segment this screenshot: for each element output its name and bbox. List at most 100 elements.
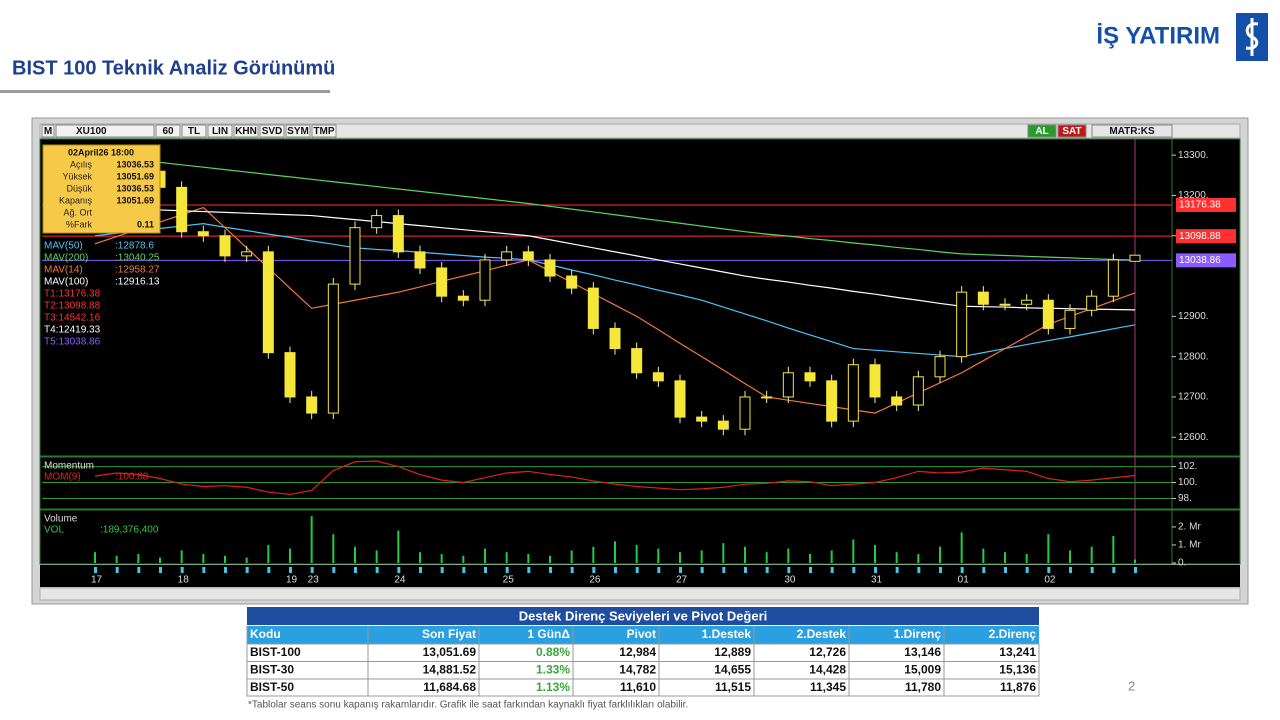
toolbar-button[interactable] [1057,124,1087,138]
info-value: 13036.53 [116,159,154,169]
candle-body [522,251,534,261]
candle-body [176,186,188,233]
volume-bar [700,550,703,563]
toolbar-label[interactable]: XU100 [76,126,107,137]
candle-body [999,303,1011,306]
table-cell: 14,428 [809,663,846,677]
x-tick-label: 19 [286,575,298,586]
toolbar-button[interactable] [1027,124,1057,138]
toolbar-button[interactable] [233,124,259,138]
x-tick-label: 27 [676,575,688,586]
volume-bar [852,539,855,563]
time-dot [484,567,487,573]
time-axis [40,565,1240,587]
volume-bar [115,555,118,563]
candle-body [436,267,448,297]
toolbar-button[interactable] [311,124,337,138]
legend-value: :13040.25 [115,253,160,264]
candle-body [219,235,231,257]
volume-bar [462,555,465,563]
time-dot [137,567,141,573]
candle-body [761,396,773,399]
volume-bar [592,546,595,563]
toolbar-label[interactable]: 60 [162,126,174,137]
info-label: Kapanış [59,195,93,205]
toolbar-button[interactable] [41,124,55,138]
time-dot [982,567,986,573]
toolbar-label[interactable]: SAT [1062,126,1081,137]
legend-value: :12916.13 [115,277,160,288]
toolbar-button[interactable] [285,124,311,138]
table-cell: 14,881.52 [423,663,477,677]
y-tick-label: 2. Mr [1178,522,1201,533]
toolbar-label[interactable]: MATR:KS [1109,126,1155,137]
volume-bar [895,552,898,563]
level-box [1176,197,1236,212]
time-dot [419,567,422,573]
volume-bar [657,548,660,563]
toolbar-label[interactable]: SVD [262,126,283,137]
table-cell: 15,136 [999,663,1036,677]
info-label: Düşük [66,183,92,193]
legend-name: MAV(200) [44,253,88,264]
table-header-bg [247,626,1039,644]
toolbar-label[interactable]: KHN [235,126,257,137]
toolbar-button[interactable] [181,124,207,138]
toolbar-button[interactable] [155,124,181,138]
slide-title: BIST 100 Teknik Analiz Görünümü [12,57,335,79]
toolbar-button[interactable] [207,124,233,138]
candle-body [262,251,274,354]
table-cell: 1.33% [536,663,570,677]
time-dot [549,567,552,573]
y-tick-label: 12900. [1178,311,1209,322]
toolbar-button[interactable] [55,124,155,138]
volume-bar [419,552,421,563]
table-header: Kodu [250,627,281,641]
candle-body [349,227,361,285]
table-cell: BIST-100 [250,645,301,659]
time-dot [1004,567,1007,573]
time-dot [614,567,617,573]
time-dot [375,567,379,573]
scrollbar[interactable] [39,587,1241,601]
candle-body [891,396,903,406]
volume-bar [289,548,291,563]
candle-body [284,352,296,398]
level-box [1176,253,1236,268]
candle-body [327,283,339,414]
candle-body [306,396,318,414]
volume-bar [1025,553,1028,563]
volume-bar [570,550,573,563]
y-tick-label: 1. Mr [1178,540,1201,551]
toolbar-label[interactable]: LIN [212,126,228,137]
time-dot [874,567,877,573]
volume-bar [874,544,876,563]
table-cell: 11,684.68 [423,680,476,694]
x-tick-label: 18 [178,575,190,586]
toolbar-button[interactable] [1091,124,1173,138]
candle-body [566,275,578,289]
toolbar-button[interactable] [259,124,285,138]
time-dot [505,567,509,573]
table-cell: 11,345 [810,680,846,694]
candle-body [1129,254,1141,262]
page-number: 2 [1128,678,1135,693]
volume-bar [484,548,486,563]
x-tick-label: 31 [871,575,883,586]
table-header: 1 GünΔ [527,627,570,641]
toolbar-label[interactable]: TL [188,126,200,137]
toolbar-label[interactable]: SYM [287,126,309,137]
candle-body [782,372,794,398]
table-cell: BIST-30 [250,663,294,677]
volume-bar [635,544,638,563]
volume-bar [310,516,313,563]
toolbar-label[interactable]: AL [1035,126,1048,137]
candle-body [631,348,643,374]
time-dot [679,567,682,573]
toolbar-label[interactable]: M [44,126,52,137]
time-dot [440,567,444,573]
legend-name: MAV(50) [44,241,83,252]
toolbar-label[interactable]: TMP [313,126,334,137]
volume-bar [982,548,985,563]
time-dot [787,567,791,573]
